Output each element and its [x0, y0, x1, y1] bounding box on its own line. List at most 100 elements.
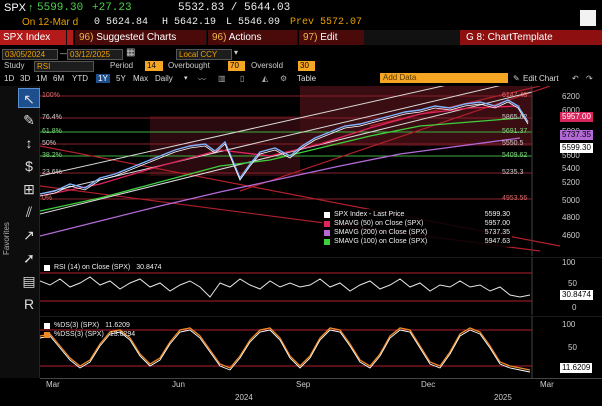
legend-swatch [324, 229, 330, 236]
legend-swatch [324, 238, 330, 245]
period-5y[interactable]: 5Y [116, 74, 126, 83]
suggested-charts-menu[interactable]: 96) Suggested Charts [74, 30, 206, 45]
price-line-overlay [40, 101, 529, 197]
stoch-tick: 50 [568, 343, 577, 352]
period-1d[interactable]: 1D [4, 74, 15, 83]
chart-template[interactable]: G 8: ChartTemplate [460, 30, 602, 45]
add-data-input[interactable]: Add Data [380, 73, 508, 83]
x-axis [40, 378, 602, 406]
study-select[interactable]: RSI [34, 61, 94, 72]
chevron-down-icon[interactable]: ▾ [184, 75, 188, 82]
period-1m[interactable]: 1M [36, 74, 48, 83]
settings-icon[interactable]: ⚙ [280, 74, 288, 83]
legend-swatch [44, 264, 50, 271]
legend-label: SMAVG (200) on Close (SPX) [334, 229, 428, 236]
last-price-tag: 5599.30 [560, 143, 593, 153]
open-price: 0 5624.84 [94, 17, 149, 28]
legend-label: SMAVG (100) on Close (SPX) [334, 238, 428, 245]
legend-swatch [324, 211, 330, 218]
rsi-chart [40, 257, 602, 315]
legend-value: 5737.35 [484, 229, 510, 236]
end-date-field[interactable]: 03/12/2025 [67, 49, 123, 60]
rsi-tick: 50 [568, 279, 577, 288]
x-year: 2025 [494, 393, 512, 402]
favorites-tab[interactable]: Favorites [2, 222, 11, 255]
menu-number: 96) [212, 32, 227, 43]
overbought-label: Overbought [168, 61, 210, 70]
redo-icon[interactable]: ↷ [586, 74, 593, 83]
line-chart-icon[interactable]: 〰 [198, 75, 206, 84]
edit-chart-icon[interactable]: ✎ [513, 74, 520, 83]
oversold-label: Oversold [251, 61, 284, 70]
y-tick: 5200 [562, 178, 580, 187]
fib-value-label: 5409.62 [502, 152, 528, 159]
actions-menu[interactable]: 96) Actions [207, 30, 297, 45]
frequency-select[interactable]: Daily [155, 74, 173, 83]
start-date-field[interactable]: 03/05/2024 [2, 49, 58, 60]
date-row [0, 46, 602, 60]
period-ytd[interactable]: YTD [72, 74, 88, 83]
fib-value-label: 5865.62 [502, 114, 528, 121]
low-price: L 5546.09 [226, 17, 281, 28]
period-3d[interactable]: 3D [20, 74, 31, 83]
stoch-legend-item: %DS(3) (SPX) 11.6209 [44, 322, 130, 329]
mountain-chart-icon[interactable]: ◭ [262, 74, 269, 83]
table-button[interactable]: Table [297, 74, 317, 83]
prev-close: Prev 5572.07 [290, 17, 363, 28]
ds-line [40, 329, 531, 373]
legend-item: SPX Index - Last Price 5599.30 [324, 210, 510, 219]
sma-200-line [40, 137, 521, 237]
menu-label: Suggested Charts [96, 32, 177, 43]
rsi-tick: 0 [572, 303, 577, 312]
rsi-value-tag: 30.8474 [560, 290, 593, 300]
oversold-field[interactable]: 30 [298, 61, 315, 71]
fib-pct-label: 61.8% [42, 128, 62, 135]
menu-number: 96) [79, 32, 94, 43]
edit-chart-button[interactable]: Edit Chart [523, 74, 559, 83]
last-price: 5599.30 [37, 2, 84, 14]
annotation-icon[interactable]: ⊞ [23, 181, 35, 197]
bar-chart-icon[interactable]: ▥ [218, 74, 226, 83]
legend-value: 5947.63 [484, 238, 510, 245]
fibonacci-icon[interactable]: ↕ [25, 135, 33, 151]
legend-swatch [44, 322, 50, 329]
overbought-field[interactable]: 70 [228, 61, 245, 71]
app-logo [580, 10, 596, 26]
calendar-icon[interactable]: ▦ [126, 47, 136, 58]
main-legend: SPX Index - Last Price 5599.30 SMAVG (50… [322, 209, 512, 247]
pencil-icon[interactable]: ✎ [23, 112, 35, 128]
legend-item: SMAVG (50) on Close (SPX) 5957.00 [324, 219, 510, 228]
period-field[interactable]: 14 [145, 61, 163, 71]
ruler-icon[interactable]: ▤ [22, 273, 36, 289]
ticker: SPX [4, 2, 27, 14]
candle-chart-icon[interactable]: ▯ [240, 74, 245, 83]
currency-select[interactable]: Local CCY [176, 49, 232, 60]
drawing-toolbar [0, 86, 40, 378]
y-tick: 4600 [562, 231, 580, 240]
x-tick: Mar [540, 380, 554, 389]
period-max[interactable]: Max [133, 74, 149, 83]
chevron-down-icon[interactable]: ▾ [234, 48, 239, 57]
stochastic-chart [40, 316, 602, 378]
legend-value: 5957.00 [484, 220, 510, 227]
cursor-icon[interactable]: ↖ [18, 88, 40, 108]
security-title[interactable]: SPX Index [0, 30, 66, 45]
stoch-legend-item: %DSS(3) (SPX) 13.6294 [44, 331, 135, 338]
channel-icon[interactable]: ⫽ [25, 204, 33, 220]
fib-pct-label: 38.2% [42, 152, 62, 159]
trendline-icon[interactable]: ↗ [23, 227, 35, 243]
x-tick: Sep [296, 380, 311, 389]
x-year: 2024 [235, 393, 253, 402]
arrow-tool-icon[interactable]: ➚ [23, 250, 35, 266]
legend-value: 5599.30 [484, 211, 510, 218]
edit-menu[interactable]: 97) Edit [298, 30, 364, 45]
price-tool-icon[interactable]: $ [25, 158, 33, 174]
period-6m[interactable]: 6M [53, 74, 65, 83]
text-tool-icon[interactable]: R [23, 296, 35, 312]
stoch-value-tag: 11.6209 [560, 363, 593, 373]
rsi-line [40, 276, 531, 298]
undo-icon[interactable]: ↶ [572, 74, 579, 83]
stoch-legend-label: %DS(3) (SPX) [54, 322, 100, 329]
period-1y[interactable]: 1Y [96, 74, 110, 83]
stoch-legend-value: 13.6294 [109, 331, 136, 338]
